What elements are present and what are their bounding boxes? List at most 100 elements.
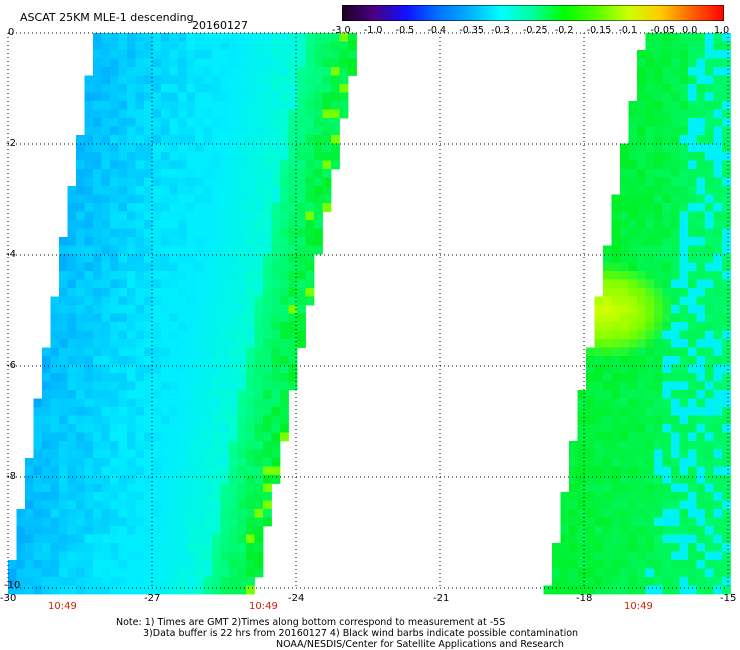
swath-cell	[620, 194, 629, 204]
swath-cell	[203, 500, 213, 510]
swath-cell	[271, 92, 281, 102]
swath-cell	[186, 339, 196, 348]
swath-cell	[254, 492, 264, 501]
swath-cell	[662, 356, 672, 365]
swath-cell	[671, 500, 680, 510]
swath-cell	[713, 296, 723, 306]
swath-cell	[603, 517, 612, 527]
swath-cell	[169, 347, 179, 357]
swath-cell	[322, 194, 332, 204]
swath-cell	[271, 390, 281, 399]
swath-cell	[152, 415, 162, 425]
swath-cell	[67, 407, 77, 416]
swath-cell	[620, 313, 629, 323]
swath-cell	[679, 313, 689, 323]
swath-cell	[67, 288, 77, 297]
swath-cell	[263, 415, 272, 425]
swath-cell	[305, 237, 315, 246]
swath-cell	[50, 356, 60, 365]
swath-cell	[195, 458, 204, 467]
swath-cell	[237, 500, 247, 510]
swath-cell	[135, 169, 145, 178]
swath-cell	[152, 517, 162, 527]
swath-cell	[688, 398, 697, 408]
swath-cell	[178, 432, 187, 442]
swath-cell	[127, 152, 136, 161]
swath-cell	[59, 458, 68, 467]
swath-cell	[637, 279, 646, 289]
swath-cell	[314, 160, 323, 170]
swath-cell	[637, 101, 646, 110]
swath-cell	[654, 475, 663, 484]
swath-cell	[203, 288, 213, 297]
swath-cell	[688, 135, 697, 144]
swath-cell	[152, 475, 162, 484]
swath-cell	[186, 203, 196, 212]
swath-cell	[50, 517, 60, 527]
swath-cell	[118, 101, 128, 110]
swath-cell	[263, 75, 272, 85]
swath-cell	[271, 330, 281, 340]
swath-cell	[135, 101, 145, 110]
swath-cell	[76, 483, 85, 493]
swath-cell	[271, 169, 281, 178]
swath-cell	[654, 152, 663, 161]
swath-cell	[50, 381, 60, 391]
swath-cell	[696, 101, 706, 110]
swath-cell	[76, 534, 85, 544]
swath-cell	[271, 322, 281, 331]
swath-cell	[713, 118, 723, 127]
swath-cell	[203, 458, 213, 467]
swath-cell	[645, 203, 655, 212]
swath-cell	[620, 424, 629, 433]
swath-cell	[696, 356, 706, 365]
swath-cell	[84, 262, 94, 272]
swath-cell	[586, 492, 595, 501]
swath-cell	[203, 313, 213, 323]
swath-cell	[59, 449, 68, 459]
swath-cell	[203, 194, 213, 204]
swath-cell	[679, 279, 689, 289]
swath-cell	[135, 135, 145, 144]
swath-cell	[127, 373, 136, 382]
swath-cell	[186, 313, 196, 323]
swath-cell	[246, 271, 255, 280]
swath-cell	[127, 203, 136, 212]
swath-cell	[628, 211, 638, 221]
swath-cell	[229, 41, 238, 51]
swath-cell	[603, 398, 612, 408]
swath-cell	[59, 475, 68, 484]
swath-cell	[713, 143, 723, 153]
swath-cell	[271, 211, 281, 221]
swath-cell	[713, 466, 723, 476]
swath-cell	[611, 390, 621, 399]
swath-cell	[161, 33, 170, 42]
swath-cell	[679, 577, 689, 586]
swath-cell	[169, 313, 179, 323]
swath-cell	[178, 534, 187, 544]
swath-cell	[76, 245, 85, 255]
swath-cell	[76, 160, 85, 170]
swath-cell	[705, 398, 714, 408]
swath-cell	[169, 551, 179, 561]
swath-cell	[84, 330, 94, 340]
swath-cell	[186, 322, 196, 331]
swath-cell	[713, 50, 723, 59]
swath-cell	[569, 560, 578, 569]
swath-cell	[713, 415, 723, 425]
swath-cell	[603, 271, 612, 280]
colorbar-label: -0.5	[395, 25, 415, 36]
swath-cell	[654, 33, 663, 42]
swath-cell	[237, 568, 247, 578]
swath-cell	[671, 254, 680, 263]
swath-cell	[169, 50, 179, 59]
swath-cell	[169, 237, 179, 246]
swath-cell	[59, 432, 68, 442]
colorbar-label: -0.1	[618, 25, 638, 36]
swath-cell	[93, 483, 102, 493]
swath-cell	[33, 492, 43, 501]
swath-cell	[229, 534, 238, 544]
swath-cell	[186, 330, 196, 340]
swath-cell	[212, 296, 221, 306]
swath-cell	[161, 526, 170, 535]
